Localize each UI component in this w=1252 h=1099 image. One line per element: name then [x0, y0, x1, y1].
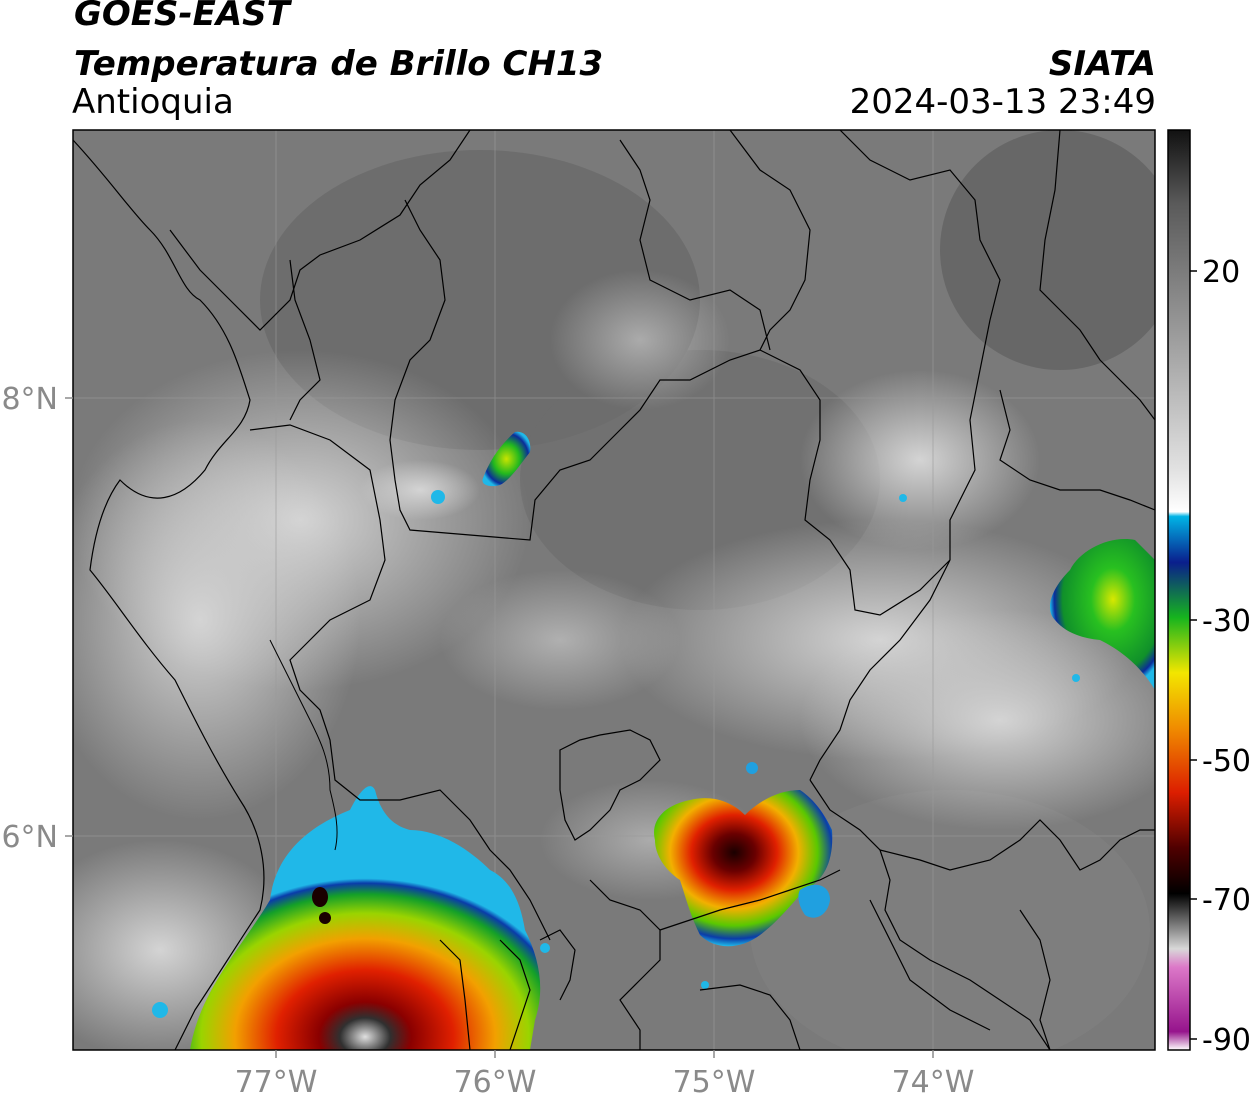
- colorbar: 20 -30 -50 -70 -90: [1167, 129, 1251, 1058]
- cold-speck: [152, 1002, 168, 1018]
- lon-label-77w: 77°W: [235, 1065, 318, 1099]
- colorbar-label: -90: [1202, 1023, 1251, 1058]
- colorbar-label: -30: [1202, 604, 1251, 639]
- map-frame: [72, 129, 1156, 1051]
- organization-title: SIATA: [1048, 44, 1156, 84]
- storm-central-east-edge: [798, 884, 830, 918]
- lat-label-8n: 8°N: [1, 382, 58, 417]
- storm-north: [482, 431, 531, 487]
- axis-ticks: [65, 397, 934, 1058]
- colorbar-frame: [1167, 129, 1191, 1051]
- cold-speck: [540, 943, 550, 953]
- boundaries: [73, 130, 1155, 1050]
- product-title: Temperatura de Brillo CH13: [74, 44, 604, 84]
- map-area: [73, 130, 1155, 1050]
- region-title: Antioquia: [72, 82, 234, 122]
- storm-core: [319, 912, 331, 924]
- satellite-title: GOES-EAST: [74, 0, 290, 34]
- storm-east: [1050, 539, 1155, 690]
- lat-label-6n: 6°N: [1, 820, 58, 855]
- storm-core: [312, 887, 328, 907]
- colorbar-label: -50: [1202, 744, 1251, 779]
- lon-label-76w: 76°W: [454, 1065, 537, 1099]
- colorbar-label: 20: [1202, 255, 1240, 290]
- colorbar-label: -70: [1202, 883, 1251, 918]
- lon-label-75w: 75°W: [673, 1065, 756, 1099]
- cold-speck: [746, 762, 758, 774]
- cold-speck: [899, 494, 907, 502]
- datetime-title: 2024-03-13 23:49: [849, 82, 1156, 122]
- cold-speck: [431, 490, 445, 504]
- cold-speck: [701, 981, 709, 989]
- storm-central: [654, 790, 833, 947]
- lon-label-74w: 74°W: [892, 1065, 975, 1099]
- storm-southwest: [190, 786, 541, 1050]
- river: [269, 639, 338, 851]
- colorbar-ramp: [1168, 130, 1190, 1050]
- cold-speck: [1072, 674, 1080, 682]
